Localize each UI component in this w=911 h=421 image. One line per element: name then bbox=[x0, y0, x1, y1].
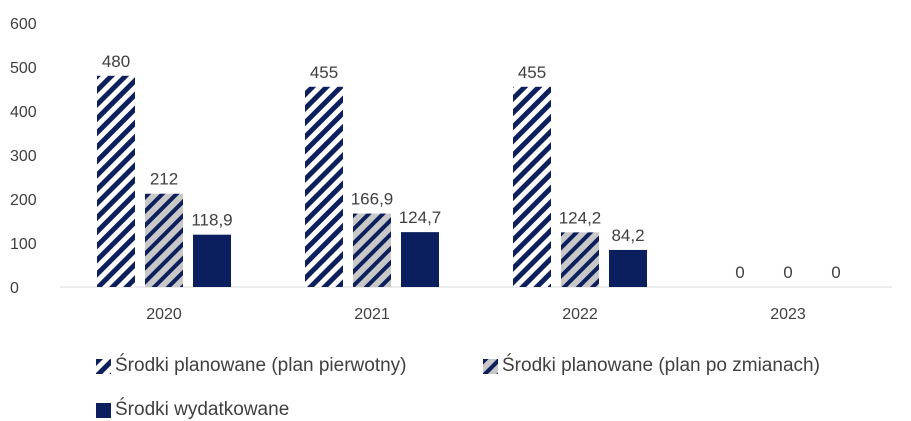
bar-series-1-cat-1 bbox=[353, 213, 391, 287]
y-tick-label: 400 bbox=[10, 104, 37, 121]
bar-series-1-cat-2 bbox=[561, 232, 599, 287]
bar-series-2-cat-1 bbox=[401, 232, 439, 287]
data-labels: 480 212 118,9 455 166,9 124,7 455 124,2 84,2 0 0 0 bbox=[102, 52, 841, 282]
x-axis: 2020 2021 2022 2023 bbox=[146, 306, 806, 323]
x-tick-label: 2022 bbox=[562, 306, 598, 323]
y-tick-label: 0 bbox=[10, 280, 19, 297]
y-tick-label: 500 bbox=[10, 60, 37, 77]
data-label-series-0-cat-1: 455 bbox=[310, 63, 338, 82]
data-label-series-0-cat-3: 0 bbox=[735, 263, 744, 282]
data-label-series-1-cat-2: 124,2 bbox=[559, 208, 602, 227]
bar-series-1-cat-0 bbox=[145, 193, 183, 287]
data-label-series-0-cat-2: 455 bbox=[518, 63, 546, 82]
y-tick-label: 300 bbox=[10, 148, 37, 165]
x-tick-label: 2020 bbox=[146, 306, 182, 323]
y-axis: 0 100 200 300 400 500 600 bbox=[10, 16, 37, 297]
data-label-series-1-cat-3: 0 bbox=[783, 263, 792, 282]
bar-series-0-cat-0 bbox=[97, 75, 135, 287]
data-label-series-1-cat-1: 166,9 bbox=[351, 190, 394, 209]
y-tick-label: 100 bbox=[10, 236, 37, 253]
data-label-series-2-cat-2: 84,2 bbox=[611, 226, 644, 245]
data-label-series-2-cat-0: 118,9 bbox=[191, 211, 232, 230]
bar-series-2-cat-0 bbox=[193, 234, 231, 287]
data-label-series-2-cat-1: 124,7 bbox=[399, 208, 442, 227]
data-label-series-1-cat-0: 212 bbox=[150, 170, 178, 189]
bar-series-0-cat-2 bbox=[513, 86, 551, 287]
bars bbox=[97, 75, 647, 287]
data-label-series-2-cat-3: 0 bbox=[831, 263, 840, 282]
bar-series-2-cat-2 bbox=[609, 249, 647, 287]
x-tick-label: 2021 bbox=[354, 306, 390, 323]
bar-series-0-cat-1 bbox=[305, 86, 343, 287]
data-label-series-0-cat-0: 480 bbox=[102, 52, 130, 71]
y-tick-label: 600 bbox=[10, 16, 37, 33]
x-tick-label: 2023 bbox=[770, 306, 806, 323]
y-tick-label: 200 bbox=[10, 192, 37, 209]
